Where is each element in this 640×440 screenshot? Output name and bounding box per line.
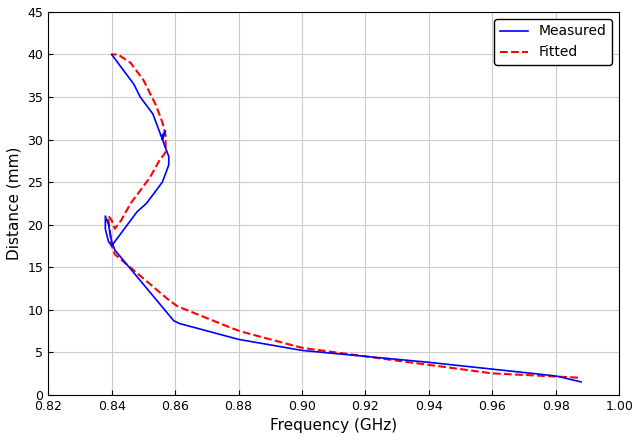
Measured xyxy=(133,209,141,214)
Fitted xyxy=(425,362,433,367)
Measured xyxy=(577,379,585,385)
Measured xyxy=(500,368,508,373)
Fitted xyxy=(105,213,113,219)
Legend: Measured, Fitted: Measured, Fitted xyxy=(494,19,612,65)
X-axis label: Frequency (GHz): Frequency (GHz) xyxy=(270,418,397,433)
Fitted xyxy=(111,226,118,231)
Fitted xyxy=(108,52,115,57)
Y-axis label: Distance (mm): Distance (mm) xyxy=(7,147,22,260)
Measured xyxy=(108,52,115,57)
Fitted xyxy=(574,375,582,380)
Fitted xyxy=(276,339,284,345)
Measured xyxy=(117,231,125,236)
Fitted xyxy=(401,359,409,364)
Line: Fitted: Fitted xyxy=(109,55,578,378)
Fitted xyxy=(394,358,401,363)
Measured xyxy=(341,352,349,357)
Fitted xyxy=(114,52,122,57)
Line: Measured: Measured xyxy=(106,55,581,382)
Measured xyxy=(436,361,444,366)
Measured xyxy=(108,239,115,244)
